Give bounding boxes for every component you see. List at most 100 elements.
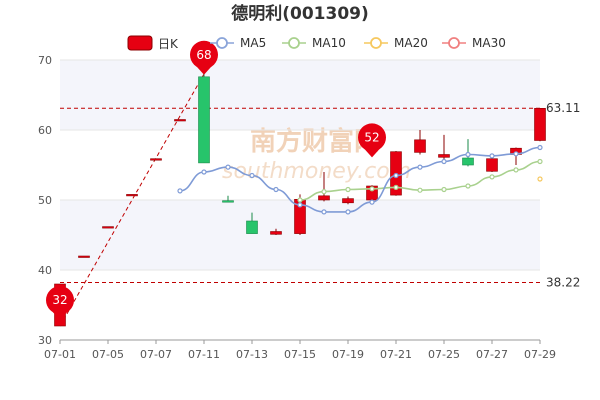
candle-body	[318, 195, 330, 201]
watermark-en: southmoney.com	[222, 159, 411, 184]
ma5-point	[225, 164, 231, 170]
ma10-point	[321, 189, 327, 195]
ma10-point	[297, 197, 303, 203]
ma5-point	[465, 151, 471, 158]
legend-item-ma10[interactable]: MA10	[282, 36, 346, 50]
price-pin-head	[358, 123, 386, 152]
candle-body	[270, 231, 282, 235]
x-tick-label: 07-01	[44, 348, 76, 361]
price-pin: 52	[358, 123, 386, 158]
x-tick-label: 07-05	[92, 348, 124, 361]
ma5-line	[179, 146, 541, 213]
legend-label: MA5	[240, 36, 266, 50]
legend-swatch-marker	[370, 37, 382, 49]
candle-body	[246, 220, 258, 234]
legend-swatch-marker	[448, 37, 460, 49]
y-tick-labels: 30 40 50 60 70	[38, 54, 52, 347]
candle-body	[462, 157, 474, 166]
x-tick-label: 07-21	[380, 348, 412, 361]
candle-body	[534, 108, 546, 141]
price-pin-head	[46, 286, 74, 315]
ma5-point	[201, 169, 207, 175]
ma5-point	[417, 164, 423, 170]
legend-label: MA10	[312, 36, 346, 50]
chart-title: 德明利(001309)	[231, 3, 369, 24]
candle-body	[174, 119, 186, 122]
x-tick-label: 07-11	[188, 348, 220, 361]
candle-body	[486, 158, 498, 172]
plot-band	[60, 60, 540, 130]
ma5-point	[177, 188, 183, 194]
candle-body	[78, 255, 90, 258]
ma5-point	[345, 209, 351, 215]
reference-label: 63.11	[546, 101, 580, 115]
legend-swatch-marker	[216, 37, 228, 49]
legend-swatch	[127, 35, 153, 51]
ma5-point	[249, 172, 255, 179]
x-tick-label: 07-15	[284, 348, 316, 361]
ma5-point	[513, 151, 519, 157]
y-tick-label: 50	[38, 194, 52, 207]
candle-body	[126, 194, 138, 197]
ma5-point	[273, 186, 279, 193]
candle-body	[222, 200, 234, 203]
candle-body	[102, 226, 114, 229]
x-tick-label: 07-13	[236, 348, 268, 361]
trend-line	[59, 73, 205, 327]
candle-body	[438, 154, 450, 158]
ma20-point	[537, 176, 543, 182]
legend-item-ma5[interactable]: MA5	[210, 36, 266, 50]
y-tick-label: 60	[38, 124, 52, 137]
ma10-point	[513, 167, 519, 173]
price-pin-label: 32	[52, 293, 67, 307]
ma5-point	[393, 172, 399, 179]
y-tick-label: 40	[38, 264, 52, 277]
x-tick-label: 07-19	[332, 348, 364, 361]
ma5-point	[369, 199, 375, 205]
ma10-point	[537, 158, 543, 165]
ma10-point	[441, 186, 447, 193]
watermark-cn: 南方财富网	[250, 126, 380, 157]
x-tick-label: 07-25	[428, 348, 460, 361]
moving-averages	[177, 144, 543, 215]
ma10-point	[369, 186, 375, 192]
x-tick-label: 07-29	[524, 348, 556, 361]
ma5-point	[321, 209, 327, 215]
y-tick-label: 30	[38, 334, 52, 347]
candle-body	[414, 139, 426, 153]
candle-body	[150, 158, 162, 161]
ma5-point	[537, 144, 543, 151]
axes	[59, 339, 541, 344]
price-pin-label: 68	[196, 48, 211, 62]
candle-body	[342, 198, 354, 204]
reference-lines: 63.11 38.22	[60, 101, 580, 289]
legend-item-日k[interactable]: 日K	[127, 35, 179, 51]
price-markers: 32 68 52	[46, 40, 386, 321]
trend-line	[59, 73, 205, 327]
legend-label: MA30	[472, 36, 506, 50]
legend-item-ma20[interactable]: MA20	[364, 36, 428, 50]
legend[interactable]: 日K MA5 MA10 MA20 MA30	[127, 35, 506, 51]
watermark: 南方财富网 southmoney.com	[222, 126, 411, 184]
ma10-point	[489, 174, 495, 180]
ma10-point	[345, 186, 351, 193]
price-pin-label: 52	[364, 130, 379, 144]
ma10-point	[465, 183, 471, 189]
ma10-point	[417, 187, 423, 193]
legend-swatch-marker	[288, 37, 300, 49]
x-tick-labels: 07-01 07-05 07-07 07-11 07-13 07-15 07-19 07-21…	[44, 348, 556, 361]
ma5-point	[441, 158, 447, 165]
x-tick-label: 07-07	[140, 348, 172, 361]
reference-label: 38.22	[546, 275, 580, 289]
y-tick-label: 70	[38, 54, 52, 67]
x-tick-label: 07-27	[476, 348, 508, 361]
ma5-point	[297, 202, 303, 208]
price-pin: 68	[190, 40, 218, 75]
price-pin-head	[190, 40, 218, 69]
candle-body	[198, 76, 210, 164]
price-pin: 32	[46, 286, 74, 321]
legend-label: 日K	[158, 37, 179, 51]
ma5-point	[489, 153, 495, 159]
legend-item-ma30[interactable]: MA30	[442, 36, 506, 50]
